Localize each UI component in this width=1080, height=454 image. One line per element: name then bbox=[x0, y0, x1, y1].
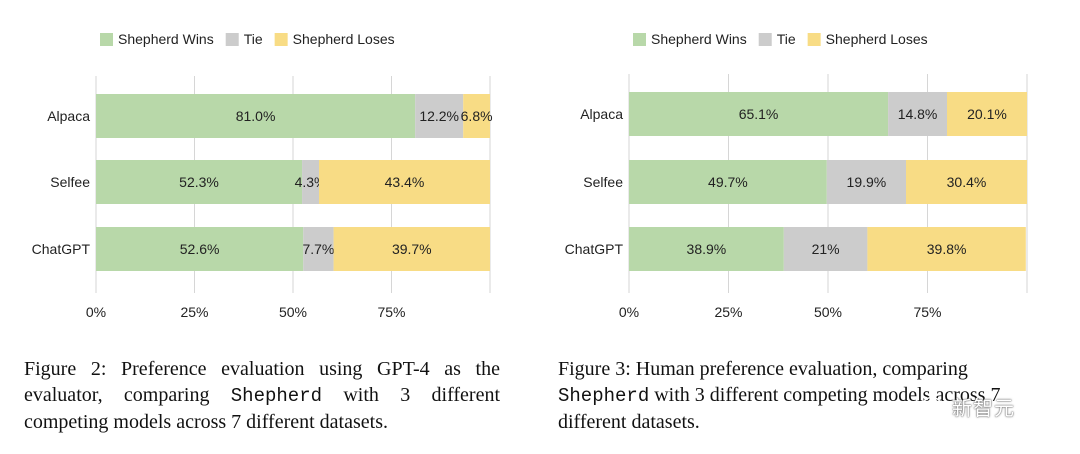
bar-segment bbox=[302, 160, 320, 204]
category-label: Selfee bbox=[583, 174, 623, 190]
data-label: 52.6% bbox=[180, 241, 220, 257]
wechat-icon bbox=[922, 396, 948, 418]
bar-segment bbox=[783, 227, 868, 271]
data-label: 39.7% bbox=[392, 241, 432, 257]
bar-segment bbox=[463, 94, 490, 138]
bar-segment bbox=[415, 94, 464, 138]
watermark: 新智元 bbox=[922, 392, 1015, 421]
data-label: 12.2% bbox=[419, 108, 459, 124]
legend-swatch bbox=[274, 33, 288, 46]
figure-3-caption: Figure 3: Human preference evaluation, c… bbox=[558, 356, 1036, 435]
bar-segment bbox=[333, 227, 490, 271]
legend-swatch bbox=[633, 33, 646, 46]
x-tick-label: 0% bbox=[619, 304, 639, 320]
human-preference-chart: 0% 25% 50% 75% Shepherd Wins Tie Shepherd Lose… bbox=[565, 31, 1028, 320]
legend-swatch bbox=[807, 33, 821, 46]
bar-segment bbox=[947, 92, 1027, 136]
data-label: 43.4% bbox=[385, 174, 425, 190]
data-label: 6.8% bbox=[461, 108, 493, 124]
figure-3-panel: 0% 25% 50% 75% Shepherd Wins Tie Shepherd Lose… bbox=[540, 0, 1080, 454]
legend-label: Shepherd Loses bbox=[293, 31, 395, 47]
legend-swatch bbox=[100, 33, 113, 46]
caption-text: Figure 3: Human preference evaluation, c… bbox=[558, 358, 968, 380]
x-tick-label: 50% bbox=[279, 304, 307, 320]
data-label: 14.8% bbox=[898, 106, 938, 122]
bar-segment bbox=[629, 92, 889, 136]
data-label: 52.3% bbox=[179, 174, 219, 190]
x-tick-label: 25% bbox=[714, 304, 742, 320]
gpt4-preference-chart: 0% 25% 50% 75% Shepherd Wins Tie Shepherd Lose… bbox=[32, 31, 493, 320]
x-tick-label: 75% bbox=[913, 304, 941, 320]
figure-2-caption: Figure 2: Preference evaluation using GP… bbox=[24, 356, 500, 435]
legend-label: Tie bbox=[244, 31, 263, 47]
category-label: Selfee bbox=[50, 174, 90, 190]
data-label: 30.4% bbox=[947, 174, 987, 190]
bar-segment bbox=[826, 160, 907, 204]
bar-segment bbox=[303, 227, 334, 271]
category-label: ChatGPT bbox=[565, 241, 624, 257]
category-label: ChatGPT bbox=[32, 241, 91, 257]
data-label: 21% bbox=[812, 241, 840, 257]
figure-2-panel: 0% 25% 50% 75% Shepherd Wins Tie Shepherd Lose… bbox=[24, 31, 500, 435]
bar-segment bbox=[96, 160, 303, 204]
data-label: 49.7% bbox=[708, 174, 748, 190]
caption-model-name: Shepherd bbox=[230, 385, 322, 407]
legend-label: Shepherd Wins bbox=[651, 31, 747, 47]
caption-text: Figure 2: Preference evaluation using GP… bbox=[24, 358, 500, 406]
bar-segment bbox=[629, 227, 784, 271]
watermark-text: 新智元 bbox=[952, 396, 1015, 420]
data-label: 65.1% bbox=[739, 106, 779, 122]
legend-swatch bbox=[225, 33, 239, 46]
category-label: Alpaca bbox=[580, 106, 623, 122]
data-label: 7.7% bbox=[302, 241, 334, 257]
bar-segment bbox=[96, 227, 304, 271]
data-label: 19.9% bbox=[847, 174, 887, 190]
data-label: 4.3% bbox=[295, 174, 327, 190]
x-tick-label: 75% bbox=[377, 304, 405, 320]
data-label: 38.9% bbox=[687, 241, 727, 257]
bar-segment bbox=[867, 227, 1026, 271]
x-tick-label: 25% bbox=[180, 304, 208, 320]
x-tick-label: 0% bbox=[86, 304, 106, 320]
legend-label: Shepherd Wins bbox=[118, 31, 214, 47]
data-label: 39.8% bbox=[927, 241, 967, 257]
data-label: 81.0% bbox=[236, 108, 276, 124]
legend-label: Tie bbox=[777, 31, 796, 47]
bar-segment bbox=[906, 160, 1027, 204]
caption-model-name: Shepherd bbox=[558, 385, 650, 407]
legend-label: Shepherd Loses bbox=[826, 31, 928, 47]
legend-swatch bbox=[758, 33, 772, 46]
caption-text: with 3 different competing models across… bbox=[24, 384, 500, 433]
category-label: Alpaca bbox=[47, 108, 90, 124]
bar-segment bbox=[888, 92, 948, 136]
bar-segment bbox=[96, 94, 416, 138]
caption-text: with 3 different competing models across… bbox=[558, 384, 1001, 433]
bar-segment bbox=[629, 160, 827, 204]
x-tick-label: 50% bbox=[814, 304, 842, 320]
data-label: 20.1% bbox=[967, 106, 1007, 122]
bar-segment bbox=[319, 160, 490, 204]
